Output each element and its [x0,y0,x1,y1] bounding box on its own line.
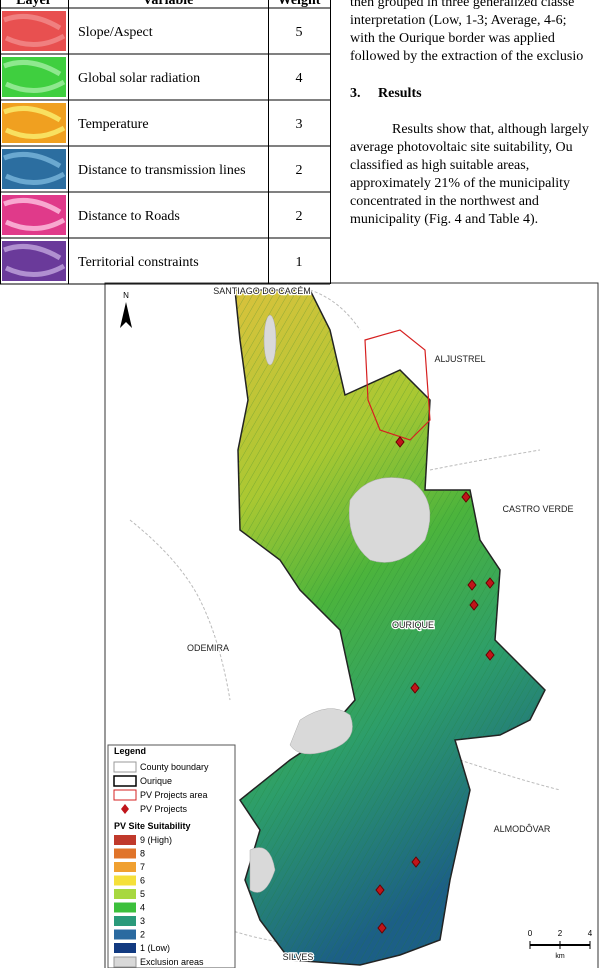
place-label: CASTRO VERDE [502,504,573,514]
layer-swatch-pattern [3,105,66,139]
layer-swatch-pattern [3,151,66,185]
legend-swatch [113,775,137,787]
legend-label: PV Projects area [140,790,208,800]
legend-label: 9 (High) [140,835,172,845]
legend-label: 2 [140,930,145,940]
legend-swatch [114,916,136,926]
place-label: ALMODÔVAR [494,824,551,834]
legend-swatch [114,902,136,913]
table-header: Layer [16,0,52,8]
legend-label: 7 [140,862,145,872]
legend-label: Ourique [140,776,172,786]
section-title: Results [378,86,422,101]
pv-project [485,649,495,661]
scale-label: 2 [558,929,563,938]
legend-label: 8 [140,849,145,859]
legend-label: 5 [140,889,145,899]
legend-swatch [114,943,136,953]
legend-swatch [114,929,136,940]
legend-swatch [113,789,137,801]
layer-swatch-pattern [3,243,66,277]
body-text-line: classified as high suitable areas, [350,158,529,173]
north-arrow [120,302,132,328]
pv-project [377,922,387,934]
body-text-line: approximately 21% of the municipality [350,176,570,191]
body-text-line: municipality (Fig. 4 and Table 4). [350,212,538,227]
legend-swatch [114,835,136,845]
table-header: Variable [143,0,194,8]
exclusion-area [349,477,431,563]
legend-swatch [114,848,136,859]
table-variable: Global solar radiation [78,71,200,86]
table-weight: 4 [296,71,303,86]
pv-project-area [364,329,431,441]
table-header: Weight [278,0,321,8]
table-variable: Slope/Aspect [78,25,153,40]
section-number: 3. [350,86,361,101]
pv-project [375,884,385,896]
layer-swatch-pattern [3,13,66,47]
body-text-line: followed by the extraction of the exclus… [350,49,583,64]
body-text-line: concentrated in the northwest and [350,194,539,209]
exclusion-area [263,314,277,366]
legend-swatch [114,862,136,872]
legend-label: Exclusion areas [140,957,204,967]
legend-label: 4 [140,903,145,913]
layer-swatch-pattern [3,197,66,231]
exclusion-area [249,847,276,893]
legend-subtitle: PV Site Suitability [114,821,191,831]
pv-project [410,682,420,694]
table-variable: Temperature [78,117,149,132]
exclusion-area [289,708,353,755]
pv-project [411,856,421,868]
place-label: SANTIAGO DO CACÉM [213,286,311,296]
body-text-line: average photovoltaic site suitability, O… [350,140,573,155]
table-variable: Territorial constraints [78,255,199,270]
body-text-line: interpretation (Low, 1-3; Average, 4-6; [350,13,567,28]
legend-swatch [113,761,137,773]
legend-swatch [114,875,136,886]
scale-label: 0 [528,929,533,938]
legend-swatch [113,956,137,968]
table-weight: 5 [296,25,303,40]
table-weight: 2 [296,163,303,178]
legend-title: Legend [114,746,146,756]
table-weight: 3 [296,117,303,132]
pv-project [467,579,477,591]
place-label: SILVES [283,952,314,962]
legend-label: 3 [140,916,145,926]
place-label: OURIQUE [392,620,434,630]
body-text-line: with the Ourique border was applied [350,31,555,46]
pv-project [395,436,405,448]
layer-swatch-pattern [3,59,66,93]
legend-label: 1 (Low) [140,943,170,953]
place-label: ODEMIRA [187,643,229,653]
legend-swatch [121,804,129,814]
body-text-line: then grouped in three generalized classe [350,0,574,10]
table-weight: 1 [296,255,303,270]
map-texture [235,290,545,965]
pv-project [461,491,471,503]
scale-label: 4 [588,929,593,938]
north-label: N [123,291,129,300]
county-boundary [129,289,561,946]
table-variable: Distance to Roads [78,209,180,224]
scale-unit: km [555,953,565,960]
table-weight: 2 [296,209,303,224]
legend-label: 6 [140,876,145,886]
legend-label: PV Projects [140,804,188,814]
table-variable: Distance to transmission lines [78,163,246,178]
legend-swatch [114,889,136,899]
pv-project [485,577,495,589]
body-text-line: Results show that, although largely [392,122,589,137]
legend-label: County boundary [140,762,209,772]
pv-project [469,599,479,611]
place-label: ALJUSTREL [434,354,485,364]
